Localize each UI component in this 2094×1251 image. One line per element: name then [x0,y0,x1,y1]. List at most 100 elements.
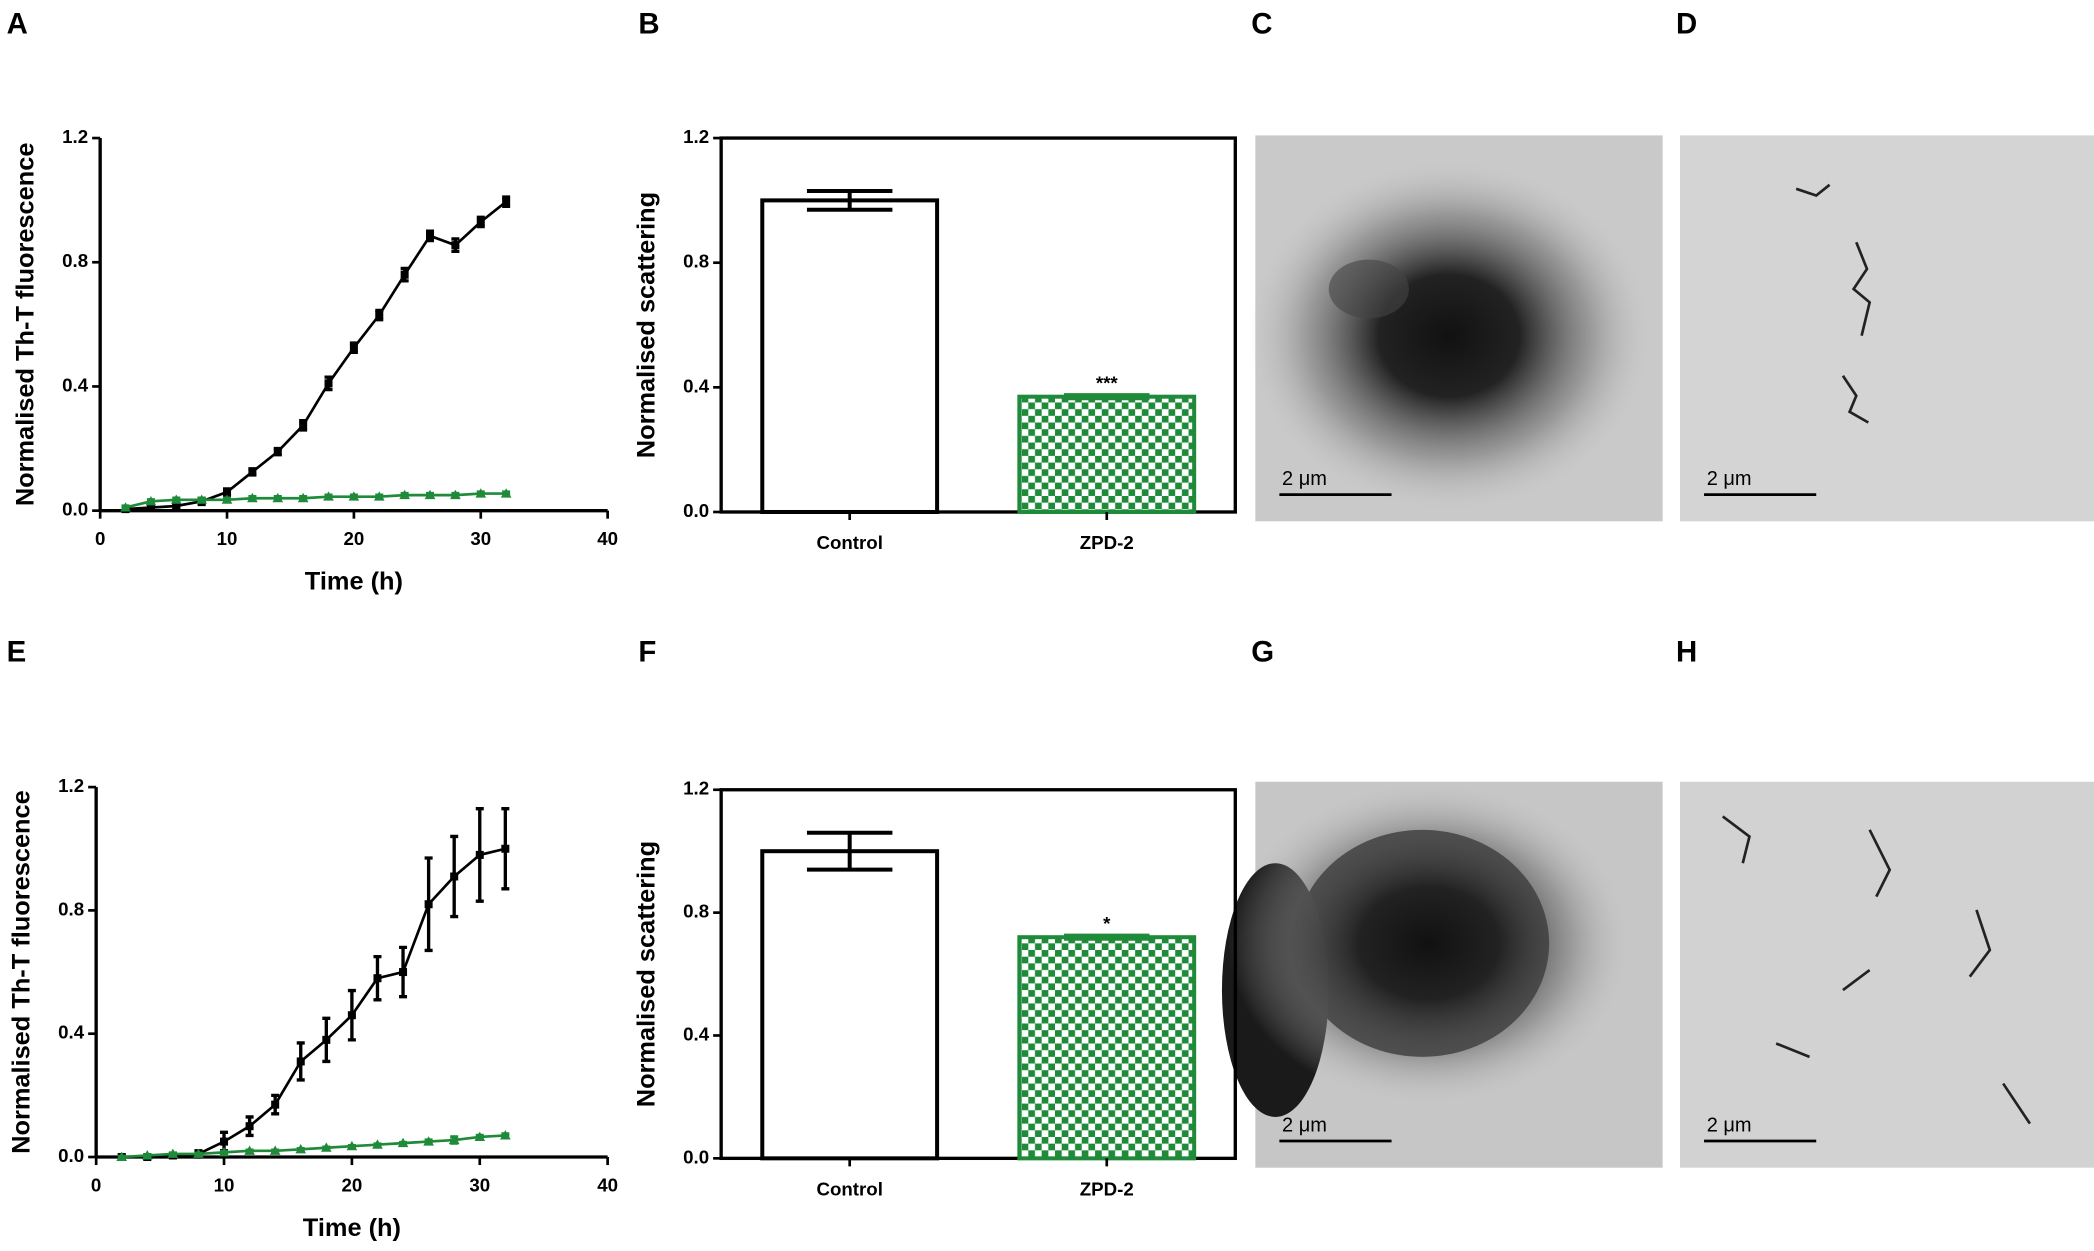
data-point [347,1011,356,1020]
data-point [500,488,512,498]
y-tick-label: 0.8 [683,251,709,272]
panel-label: C [1251,8,1272,41]
data-point [245,1122,254,1131]
x-tick-label: 20 [343,528,364,549]
data-point [146,503,155,512]
data-point [272,492,284,503]
error-bar [1064,933,1150,941]
data-point [172,501,181,510]
data-point [196,494,207,504]
x-axis-label: Time (h) [305,567,403,595]
series-line [125,492,507,509]
y-tick-label: 0.0 [683,500,709,521]
data-point [424,900,433,909]
scale-bar-label: 2 μm [1707,468,1752,490]
bar [760,198,940,514]
data-point [346,1140,358,1151]
data-point [372,1139,383,1149]
data-point [141,1150,153,1160]
x-tick-label: Control [816,1178,882,1199]
data-point [349,343,358,352]
data-point [450,872,459,881]
y-tick-label: 0.4 [683,1023,710,1044]
data-point [116,1151,128,1162]
data-point [193,1148,204,1158]
scale-bar-label: 2 μm [1282,468,1327,490]
y-tick-label: 0.4 [683,375,710,396]
bar [1017,935,1197,1161]
data-point [348,491,360,501]
data-point [400,270,409,279]
data-point [273,447,282,456]
y-tick-label: 0.8 [683,901,709,922]
y-tick-label: 0.4 [58,1022,85,1043]
x-tick-label: ZPD-2 [1080,532,1134,553]
data-point [220,1137,229,1146]
series-line [125,200,507,511]
y-tick-label: 0.0 [62,499,88,520]
data-point [423,1136,434,1146]
y-tick-label: 0.0 [683,1146,709,1167]
data-point [295,1143,307,1154]
x-tick-label: 40 [597,1174,618,1195]
data-point [451,241,460,250]
x-tick-label: Control [816,532,882,553]
data-point [299,421,308,430]
data-point [248,467,257,476]
data-point [399,489,410,500]
panel-label: H [1676,635,1697,668]
x-tick-label: 10 [217,528,238,549]
data-point [167,1148,179,1158]
x-tick-label: ZPD-2 [1080,1178,1134,1199]
y-axis-label: Normalised scattering [632,841,660,1107]
x-tick-label: 40 [597,528,618,549]
data-point [397,1137,409,1148]
x-tick-label: 10 [214,1174,235,1195]
data-point [399,968,408,977]
data-point [474,1131,486,1141]
x-axis-label: Time (h) [303,1214,401,1242]
data-point [501,844,510,853]
y-tick-label: 0.8 [58,898,84,919]
data-point [247,492,258,503]
data-point [475,850,484,859]
plot-frame [719,136,1237,514]
data-point [120,502,131,512]
significance-label: *** [1096,372,1119,393]
data-point [324,379,333,388]
error-bar [806,830,893,872]
data-point [426,231,435,240]
bar [760,849,940,1161]
micrograph-g [1221,781,1663,1168]
y-axis-label: Normalised Th-T fluorescence [7,790,35,1154]
y-axis-label: Normalised Th-T fluorescence [11,143,39,507]
micrograph-c [1248,135,1663,522]
y-tick-label: 0.8 [62,250,88,271]
data-point [499,1130,511,1140]
data-point [322,1035,331,1044]
data-point [502,197,511,206]
error-bar [1064,393,1150,401]
micrograph-h [1680,781,2094,1168]
data-point [373,974,382,983]
data-point [323,491,334,501]
y-tick-label: 1.2 [683,126,709,147]
panel-label: G [1251,635,1274,668]
data-point [296,1057,305,1066]
data-point [170,494,182,504]
plot-frame [719,788,1237,1161]
data-point [145,495,157,506]
x-tick-label: 20 [341,1174,362,1195]
data-point [297,492,309,503]
y-tick-label: 0.0 [58,1145,84,1166]
series-line [121,1134,506,1159]
y-tick-label: 1.2 [62,126,88,147]
error-bar [806,189,893,212]
data-point [448,1134,460,1145]
panel-label: A [7,8,28,41]
data-point [375,311,384,320]
x-tick-label: 0 [95,528,105,549]
data-point [218,1147,230,1157]
y-tick-label: 0.4 [62,374,89,395]
